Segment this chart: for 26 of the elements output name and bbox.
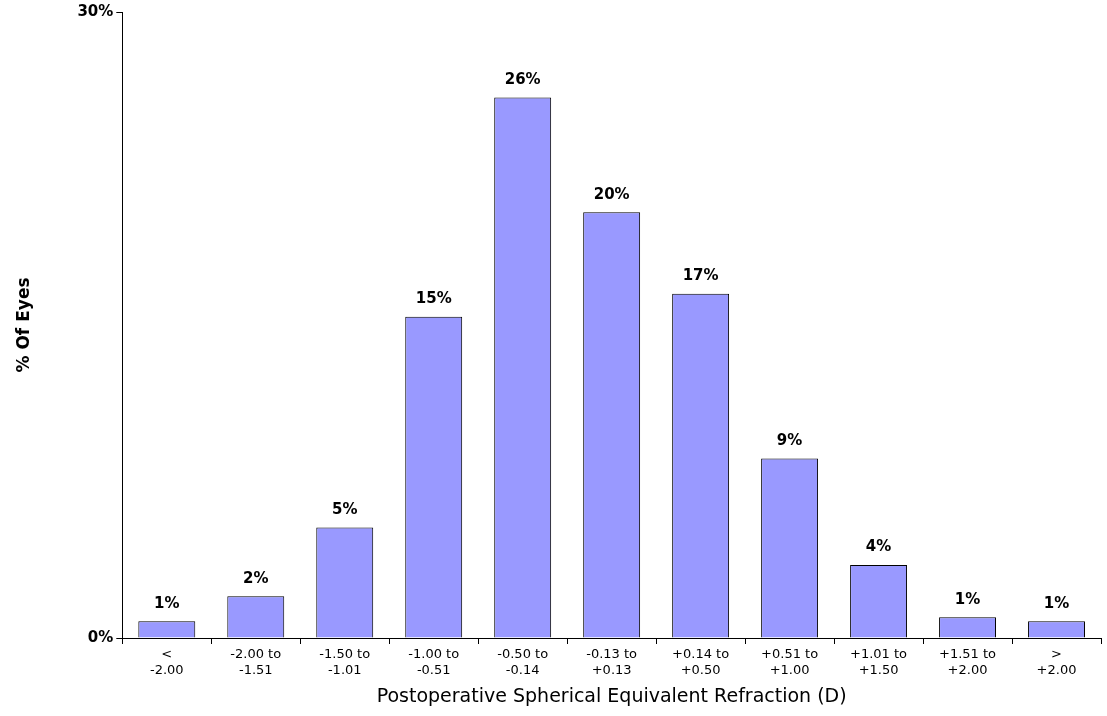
data-label: 1% bbox=[1043, 593, 1070, 612]
data-label: 2% bbox=[243, 568, 269, 587]
data-label: 1% bbox=[954, 589, 981, 608]
x-tick-label: -1.50 to -1.01 bbox=[319, 646, 371, 677]
y-tick-label: 0% bbox=[87, 627, 114, 646]
data-label: 9% bbox=[776, 430, 803, 449]
x-tick-label: < -2.00 bbox=[149, 646, 184, 677]
y-axis-title: % Of Eyes bbox=[12, 277, 33, 373]
data-label: 26% bbox=[504, 69, 541, 88]
x-tick-label: -0.50 to -0.14 bbox=[497, 646, 549, 677]
data-label: 17% bbox=[682, 266, 719, 285]
x-tick-label: +0.14 to +0.50 bbox=[672, 646, 730, 677]
x-tick-label: +1.51 to +2.00 bbox=[939, 646, 997, 677]
x-tick-label: -0.13 to +0.13 bbox=[586, 646, 638, 677]
x-tick-label: +1.01 to +1.50 bbox=[850, 646, 908, 677]
data-label: 15% bbox=[415, 289, 452, 308]
y-tick-label: 30% bbox=[77, 1, 114, 20]
x-tick-label: -1.00 to -0.51 bbox=[408, 646, 460, 677]
x-tick-label: +0.51 to +1.00 bbox=[761, 646, 819, 677]
data-label: 20% bbox=[593, 184, 630, 203]
x-tick-label: -2.00 to -1.51 bbox=[230, 646, 282, 677]
data-label: 5% bbox=[332, 499, 358, 518]
data-label: 1% bbox=[154, 593, 180, 612]
x-axis-title: Postoperative Spherical Equivalent Refraction (D) bbox=[376, 683, 847, 706]
data-label: 4% bbox=[865, 537, 892, 556]
x-tick-label: > +2.00 bbox=[1036, 646, 1077, 677]
